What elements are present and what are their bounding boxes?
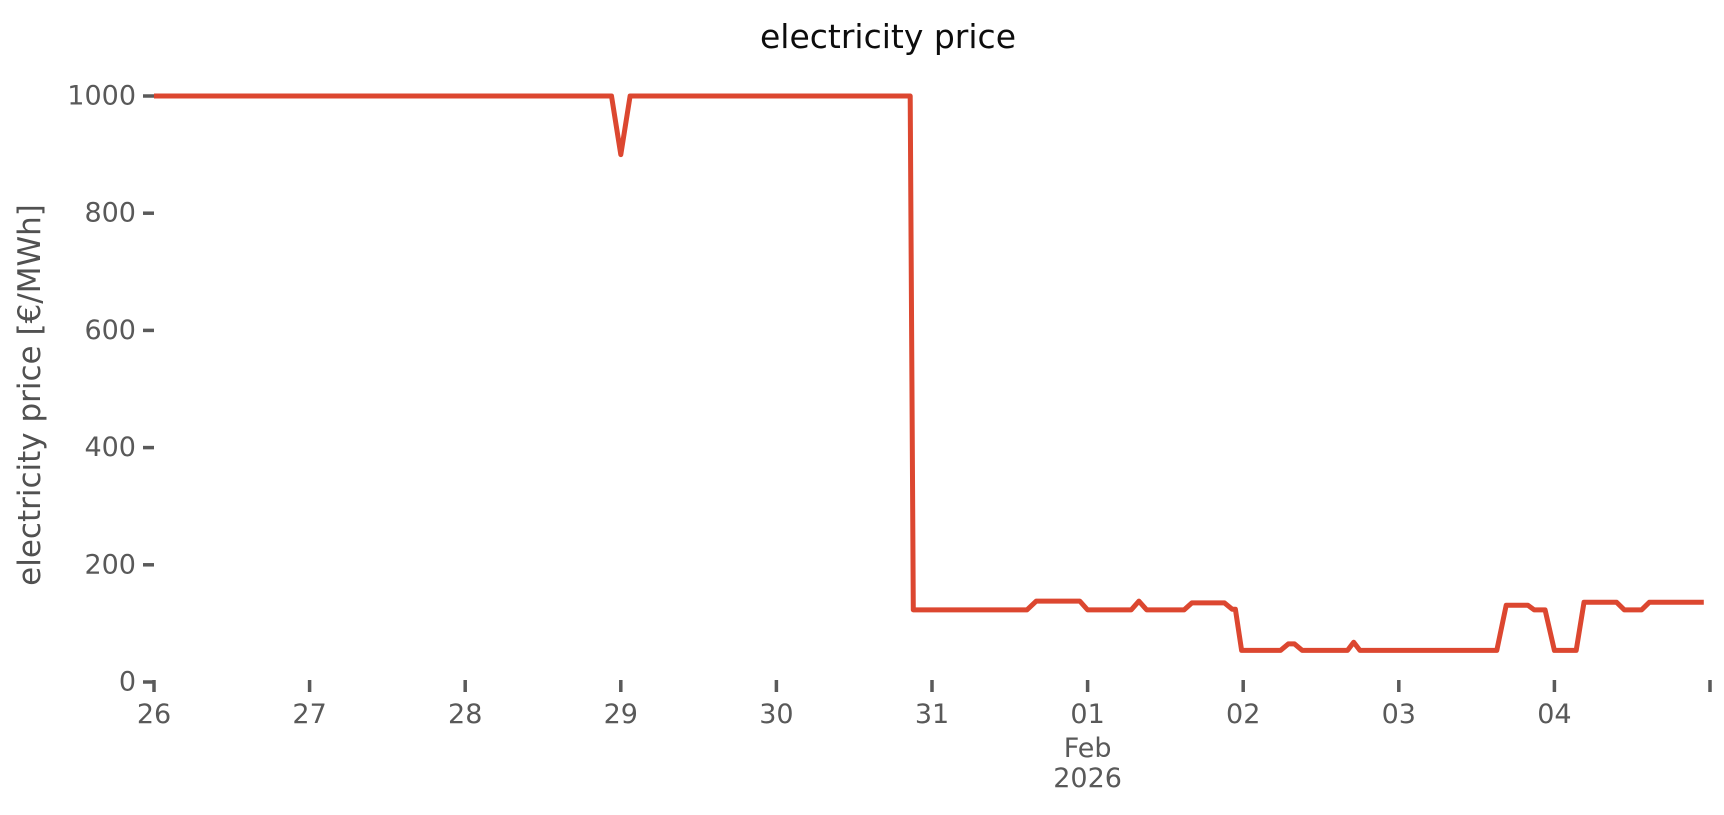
- y-tick-mark: [143, 563, 154, 567]
- y-tick-mark: [143, 94, 154, 98]
- x-tick-mark: [774, 680, 779, 692]
- x-tick-label: 31: [915, 699, 949, 730]
- y-tick-label: 400: [84, 432, 136, 463]
- x-tick-mark: [152, 680, 156, 692]
- x-tick-label: 30: [759, 699, 793, 730]
- y-tick-mark: [143, 445, 154, 450]
- x-tick-sublabel: Feb: [1064, 733, 1112, 764]
- x-tick-label: 29: [604, 699, 638, 730]
- x-tick-label: 02: [1226, 699, 1260, 730]
- y-tick-label: 600: [84, 315, 136, 346]
- x-tick-mark: [1241, 680, 1245, 692]
- x-tick-label: 27: [292, 699, 326, 730]
- x-tick-mark: [1708, 680, 1712, 692]
- price-line-series: [154, 93, 1704, 653]
- x-tick-sublabel: 2026: [1053, 763, 1122, 794]
- x-tick-mark: [463, 680, 467, 692]
- chart-title: electricity price: [760, 17, 1016, 56]
- x-tick-mark: [1552, 680, 1557, 692]
- y-tick-mark: [143, 680, 154, 684]
- y-tick-label: 1000: [67, 81, 136, 112]
- x-tick-label: 03: [1382, 699, 1416, 730]
- x-tick-label: 28: [448, 699, 482, 730]
- x-tick-mark: [307, 680, 312, 692]
- x-tick-mark: [1085, 680, 1090, 692]
- x-tick-mark: [1397, 680, 1401, 692]
- y-axis-ticks: 0 200 400 600 800 1000: [67, 81, 154, 698]
- y-tick-label: 200: [84, 549, 136, 580]
- y-tick-mark: [143, 211, 154, 215]
- y-axis-label: electricity price [€/MWh]: [12, 204, 48, 586]
- price-line: [154, 93, 1704, 653]
- y-tick-label: 800: [84, 198, 136, 229]
- y-tick-mark: [143, 328, 154, 333]
- x-tick-mark: [930, 680, 934, 692]
- x-tick-label: 01: [1070, 699, 1104, 730]
- x-tick-mark: [619, 680, 623, 692]
- y-tick-label: 0: [119, 667, 136, 698]
- x-tick-label: 26: [137, 699, 171, 730]
- x-tick-label: 04: [1537, 699, 1571, 730]
